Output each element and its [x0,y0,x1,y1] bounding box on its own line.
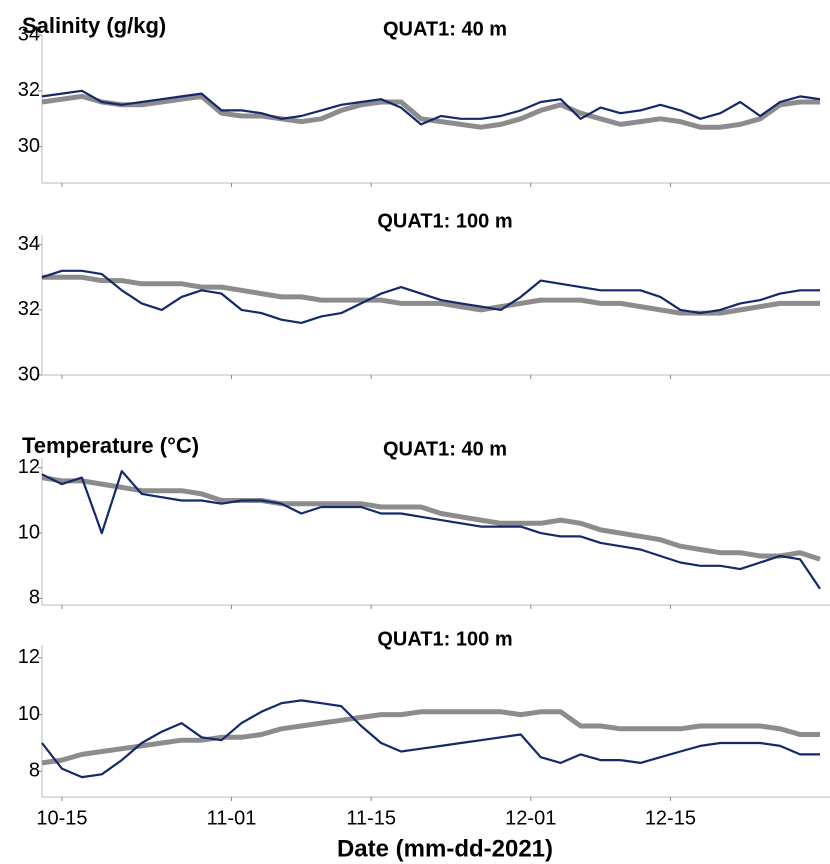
data-line [41,89,821,126]
y-tick-label: 8 [29,587,40,609]
panel-title: QUAT1: 100 m [377,210,512,232]
y-tick-label: 12 [18,646,40,668]
y-tick-label: 8 [29,760,40,782]
data-line [42,274,820,316]
data-line [41,93,820,130]
y-tick-label: 34 [18,23,40,45]
x-tick-label: 11-15 [346,807,396,829]
x-axis-label: Date (mm-dd-2021) [337,835,553,862]
y-tick-label: 32 [18,298,40,320]
data-line [41,470,821,590]
data-line [41,269,820,324]
y-axis-label: Temperature (°C) [22,433,199,458]
x-tick-label: 10-15 [36,807,87,829]
panel-title: QUAT1: 100 m [377,628,512,650]
panel-title: QUAT1: 40 m [383,438,507,460]
x-tick-label: 12-01 [505,807,556,829]
data-line [41,699,820,779]
y-tick-label: 32 [18,79,40,101]
y-tick-label: 10 [18,703,40,725]
data-line [41,475,821,562]
y-tick-label: 30 [18,363,40,385]
y-tick-label: 10 [18,521,40,543]
y-tick-label: 12 [18,456,40,478]
y-axis-label: Salinity (g/kg) [22,13,166,38]
data-line [41,709,820,766]
panel-title: QUAT1: 40 m [383,18,507,40]
x-tick-label: 11-01 [207,807,257,829]
y-tick-label: 34 [18,233,40,255]
x-tick-label: 12-15 [645,807,696,829]
y-tick-label: 30 [18,135,40,157]
